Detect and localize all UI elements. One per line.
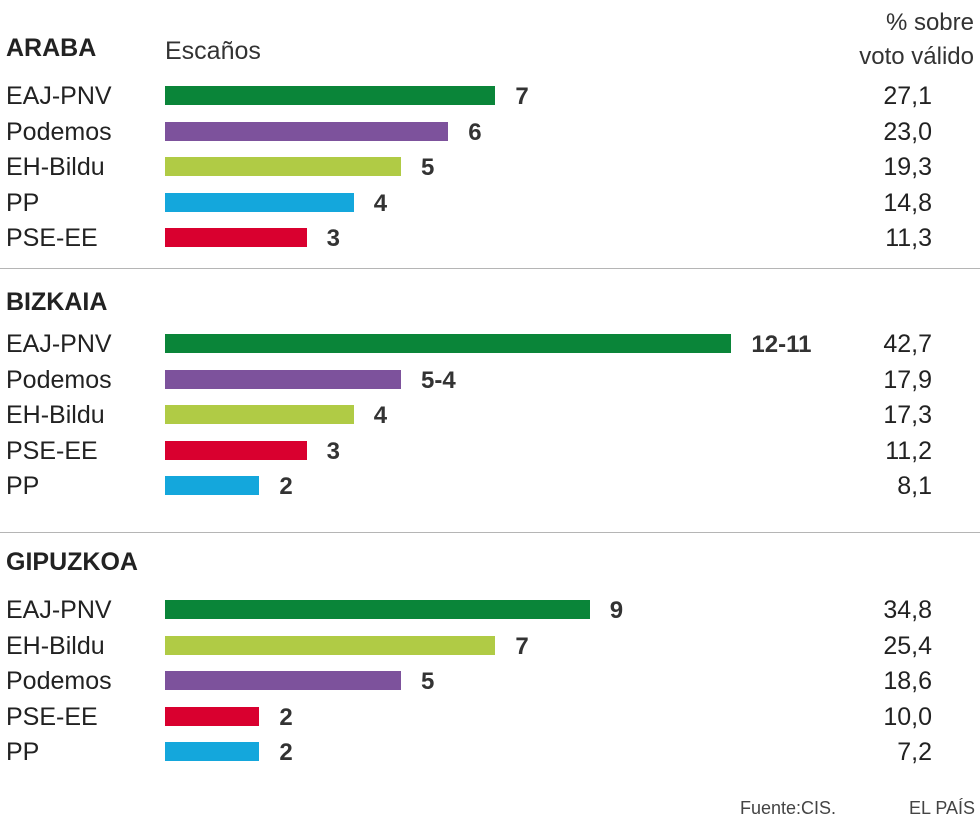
bar-gipuzkoa-pse-ee bbox=[165, 706, 260, 726]
seat-label-araba-pp: 4 bbox=[373, 189, 388, 217]
bar-araba-pse-ee bbox=[165, 228, 307, 247]
seat-label-gipuzkoa-pp: 2 bbox=[279, 739, 293, 766]
seat-label-araba-podemos: 6 bbox=[468, 118, 482, 146]
party-label-bizkaia-eaj-pnv: EAJ-PNV bbox=[6, 330, 112, 358]
bar-gipuzkoa-pp bbox=[165, 742, 260, 761]
party-label-gipuzkoa-podemos: Podemos bbox=[6, 667, 112, 695]
pct-value-gipuzkoa-eaj-pnv: 34,8 bbox=[883, 596, 932, 624]
party-label-gipuzkoa-eaj-pnv: EAJ-PNV bbox=[6, 596, 112, 624]
pct-value-araba-eh-bildu: 19,3 bbox=[883, 153, 932, 181]
pct-value-gipuzkoa-pse-ee: 10,0 bbox=[883, 702, 932, 731]
pct-value-araba-pp: 14,8 bbox=[883, 188, 932, 217]
seat-label-bizkaia-pp: 2 bbox=[279, 473, 293, 500]
party-label-bizkaia-pp: PP bbox=[6, 472, 40, 500]
bar-gipuzkoa-podemos bbox=[165, 671, 401, 690]
party-label-bizkaia-pse-ee: PSE-EE bbox=[6, 436, 98, 465]
pct-value-gipuzkoa-pp: 7,2 bbox=[897, 738, 932, 766]
section-divider-2 bbox=[0, 532, 980, 533]
pct-value-gipuzkoa-eh-bildu: 25,4 bbox=[883, 631, 932, 660]
pct-value-bizkaia-eh-bildu: 17,3 bbox=[883, 401, 932, 429]
brand-logo: EL PAÍS bbox=[909, 798, 976, 818]
seat-label-araba-eh-bildu: 5 bbox=[421, 154, 435, 181]
party-label-gipuzkoa-pse-ee: PSE-EE bbox=[6, 702, 98, 731]
party-label-bizkaia-podemos: Podemos bbox=[6, 365, 112, 394]
seats-column-title: Escaños bbox=[165, 37, 261, 65]
pct-value-gipuzkoa-podemos: 18,6 bbox=[883, 667, 932, 695]
region-title-araba: ARABA bbox=[6, 34, 97, 62]
pct-title-line2: voto válido bbox=[859, 43, 974, 70]
seat-label-gipuzkoa-podemos: 5 bbox=[421, 668, 435, 695]
pct-value-bizkaia-eaj-pnv: 42,7 bbox=[883, 330, 932, 358]
seat-label-araba-eaj-pnv: 7 bbox=[515, 83, 529, 110]
seat-label-bizkaia-podemos: 5-4 bbox=[421, 366, 456, 394]
bar-gipuzkoa-eaj-pnv bbox=[165, 600, 590, 619]
region-title-gipuzkoa: GIPUZKOA bbox=[6, 548, 138, 576]
bar-bizkaia-pse-ee bbox=[165, 440, 307, 460]
pct-title-line1: % sobre bbox=[885, 9, 974, 36]
bar-araba-eh-bildu bbox=[165, 157, 401, 176]
party-label-gipuzkoa-eh-bildu: EH-Bildu bbox=[6, 631, 105, 660]
bar-bizkaia-eaj-pnv bbox=[165, 334, 732, 353]
region-title-bizkaia: BIZKAIA bbox=[6, 288, 108, 316]
bar-bizkaia-pp bbox=[165, 476, 260, 495]
party-label-gipuzkoa-pp: PP bbox=[6, 738, 40, 766]
bar-gipuzkoa-eh-bildu bbox=[165, 635, 496, 655]
seat-label-bizkaia-pse-ee: 3 bbox=[326, 437, 340, 465]
party-label-bizkaia-eh-bildu: EH-Bildu bbox=[6, 401, 105, 429]
bar-bizkaia-eh-bildu bbox=[165, 405, 354, 424]
seat-label-bizkaia-eh-bildu: 4 bbox=[373, 402, 388, 429]
party-label-araba-eh-bildu: EH-Bildu bbox=[6, 153, 105, 181]
pct-value-bizkaia-podemos: 17,9 bbox=[883, 365, 932, 394]
pct-column-title: % sobre voto válido bbox=[859, 6, 974, 74]
bar-araba-pp bbox=[165, 192, 354, 212]
party-label-araba-pse-ee: PSE-EE bbox=[6, 224, 98, 252]
pct-value-araba-pse-ee: 11,3 bbox=[885, 224, 932, 252]
seat-label-araba-pse-ee: 3 bbox=[326, 225, 340, 252]
pct-value-bizkaia-pp: 8,1 bbox=[897, 472, 932, 500]
seat-label-gipuzkoa-eh-bildu: 7 bbox=[515, 632, 529, 660]
pct-value-bizkaia-pse-ee: 11,2 bbox=[885, 436, 932, 465]
bar-araba-eaj-pnv bbox=[165, 86, 496, 105]
bar-araba-podemos bbox=[165, 121, 449, 141]
pct-value-araba-eaj-pnv: 27,1 bbox=[883, 82, 932, 110]
section-divider-1 bbox=[0, 268, 980, 269]
party-label-araba-pp: PP bbox=[6, 188, 40, 217]
seat-label-gipuzkoa-pse-ee: 2 bbox=[279, 703, 293, 731]
source-note: Fuente:CIS. bbox=[740, 798, 837, 818]
party-label-araba-podemos: Podemos bbox=[6, 117, 112, 146]
pct-value-araba-podemos: 23,0 bbox=[883, 117, 932, 146]
seat-label-bizkaia-eaj-pnv: 12-11 bbox=[751, 331, 812, 358]
seat-label-gipuzkoa-eaj-pnv: 9 bbox=[609, 597, 624, 624]
party-label-araba-eaj-pnv: EAJ-PNV bbox=[6, 82, 112, 110]
bar-bizkaia-podemos bbox=[165, 369, 401, 389]
